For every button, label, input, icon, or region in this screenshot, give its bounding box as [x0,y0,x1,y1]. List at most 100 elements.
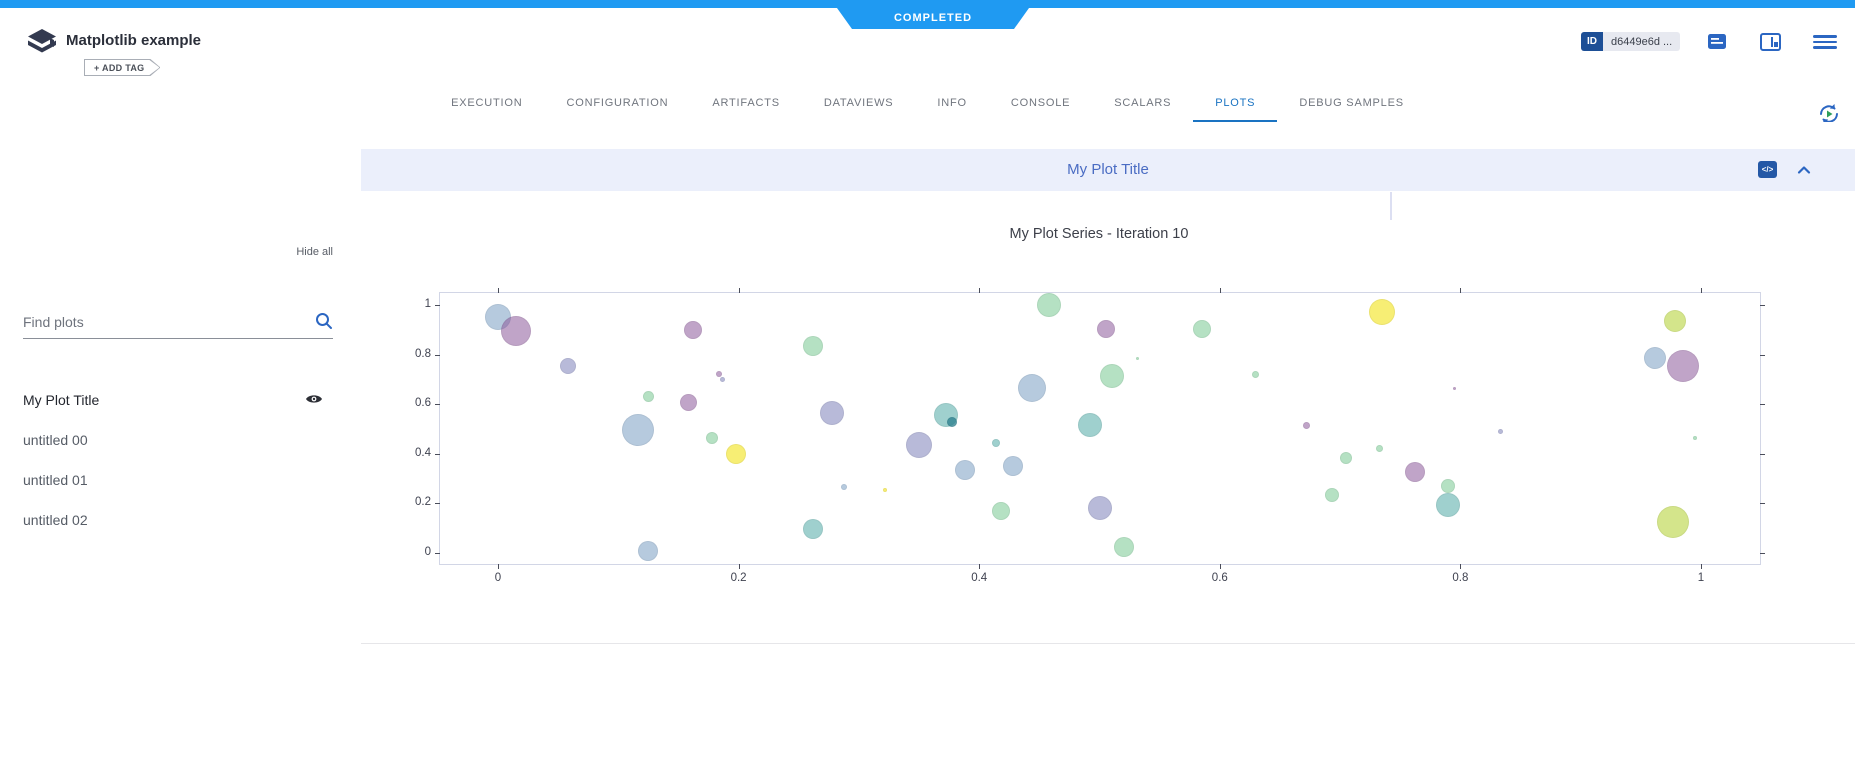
y-tick-label: 0.8 [415,347,431,360]
scatter-point [1404,462,1425,483]
plot-list-item-label: untitled 00 [23,432,88,448]
plot-list-item[interactable]: untitled 02 [0,500,361,540]
view-code-button[interactable]: </> [1758,161,1777,178]
scatter-point [621,414,654,447]
scatter-point [954,459,975,480]
y-tick-right [1760,305,1765,306]
y-tick-label: 0.6 [415,397,431,410]
scatter-point [1087,496,1112,521]
scatter-point [992,438,1001,447]
plot-list: My Plot Title untitled 00 untitled 01 untit… [0,380,361,540]
tab-info[interactable]: INFO [937,97,967,109]
y-tick-left [435,453,440,455]
id-badge: ID [1581,32,1603,51]
scatter-point [1340,451,1353,464]
chart-canvas[interactable]: 0 0.2 0.4 0.6 0.8 1 0 0.2 0.4 0.6 0.8 1 [415,288,1765,584]
scatter-point [1018,374,1047,403]
scatter-point [1497,428,1503,434]
experiment-id-chip[interactable]: ID d6449e6d ... [1581,32,1681,51]
x-tick-top [1219,288,1221,293]
scatter-point [1002,456,1023,477]
scatter-point [1036,293,1061,317]
search-icon[interactable] [315,312,333,335]
hide-all-link[interactable]: Hide all [296,246,333,258]
scatter-point [501,316,532,347]
experiment-title: Matplotlib example [66,32,202,49]
scatter-point [1657,506,1690,538]
scatter-point [946,417,957,428]
plot-list-item[interactable]: untitled 00 [0,420,361,460]
plot-list-item-label: untitled 02 [23,512,88,528]
scatter-point [1192,319,1211,338]
y-tick-label: 0.4 [415,446,431,459]
tab-execution[interactable]: EXECUTION [451,97,523,109]
plot-panel-title: My Plot Title [1067,161,1149,178]
scatter-point [679,394,697,412]
search-input[interactable] [23,310,333,339]
collapse-chevron-icon[interactable] [1796,162,1812,178]
tab-artifacts[interactable]: ARTIFACTS [712,97,780,109]
y-tick-left [435,354,440,356]
scatter-point [991,501,1010,520]
y-tick-right [1760,503,1765,505]
scatter-point [720,377,726,383]
x-tick-label: 1 [1697,572,1705,584]
scatter-point [1663,310,1686,333]
scatter-point [638,540,659,561]
comments-icon[interactable] [1707,33,1727,50]
y-tick-right [1760,404,1765,406]
y-tick-label: 1 [424,298,431,310]
scatter-point [841,484,848,491]
add-tag-button[interactable]: + ADD TAG [84,59,160,76]
x-tick-bottom [738,564,740,569]
x-tick-top [979,288,981,293]
tab-debug-samples[interactable]: DEBUG SAMPLES [1299,97,1404,109]
details-panel-icon[interactable] [1760,33,1781,51]
scatter-point [1302,421,1310,429]
x-tick-top [1701,288,1702,293]
scatter-point [1369,299,1396,326]
scatter-point [1441,479,1456,494]
plot-list-item[interactable]: untitled 01 [0,460,361,500]
status-badge: COMPLETED [837,8,1029,29]
add-tag-label: + ADD TAG [94,62,145,73]
x-tick-label: 0.6 [1211,572,1228,584]
scrollbar-thumb[interactable] [1390,192,1392,220]
tabs-bar: EXECUTION CONFIGURATION ARTIFACTS DATAVIEWS… [0,86,1855,122]
x-tick-bottom [1701,564,1702,569]
scatter-point [1376,445,1384,453]
scatter-point [1692,435,1697,440]
y-tick-left [435,553,440,554]
top-status-bar [0,0,1855,8]
menu-icon[interactable] [1813,35,1837,49]
tab-console[interactable]: CONSOLE [1010,97,1071,109]
scatter-point [1666,349,1699,382]
x-tick-bottom [979,564,981,569]
y-tick-left [435,404,440,406]
y-tick-right [1760,553,1765,554]
x-tick-top [498,288,499,293]
auto-refresh-icon[interactable] [1815,100,1843,128]
tag-outline-inner [85,60,159,75]
scatter-point [1136,356,1140,360]
scatter-point [803,335,824,356]
y-tick-left [435,305,440,306]
y-tick-left [435,503,440,505]
x-tick-label: 0.8 [1452,572,1469,584]
tab-dataviews[interactable]: DATAVIEWS [823,97,894,109]
scatter-point [1644,347,1667,370]
plot-list-item-label: untitled 01 [23,472,88,488]
tab-plots[interactable]: PLOTS [1193,86,1278,122]
eye-visibility-icon[interactable] [305,392,323,409]
tab-configuration[interactable]: CONFIGURATION [566,97,669,109]
tab-scalars[interactable]: SCALARS [1114,97,1172,109]
x-tick-label: 0.4 [971,572,988,584]
plot-list-item[interactable]: My Plot Title [0,380,361,420]
plots-sidebar: Hide all My Plot Title untitled 00 untitle… [0,122,362,767]
scatter-point [803,519,824,540]
scatter-point [906,432,933,459]
scatter-point [559,357,576,374]
id-value: d6449e6d ... [1603,32,1681,51]
x-tick-bottom [498,564,499,569]
